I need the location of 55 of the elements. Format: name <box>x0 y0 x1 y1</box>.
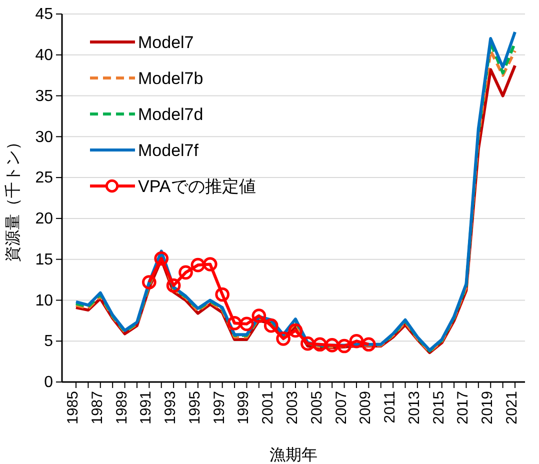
legend-label: Model7f <box>138 141 199 160</box>
x-tick-label: 1997 <box>210 391 228 424</box>
point <box>276 332 290 346</box>
y-tick-label: 40 <box>35 47 54 64</box>
y-tick-label: 45 <box>35 6 54 24</box>
point <box>252 308 266 323</box>
point <box>240 316 254 332</box>
x-tick-label: 1987 <box>88 391 106 424</box>
y-tick-label: 20 <box>35 210 54 228</box>
x-tick-label: 1993 <box>162 391 180 424</box>
point <box>324 338 340 352</box>
x-tick-label: 2019 <box>479 391 496 424</box>
x-tick-label: 2021 <box>504 391 520 424</box>
point <box>288 323 303 338</box>
x-tick-label: 1999 <box>235 391 252 424</box>
point <box>300 336 315 351</box>
x-tick-label: 2013 <box>406 391 423 424</box>
legend-label: Model7d <box>138 105 204 124</box>
x-tick-label: 2009 <box>357 391 374 424</box>
point <box>166 278 181 293</box>
point <box>178 265 193 280</box>
x-tick-label: 2017 <box>454 391 472 424</box>
point <box>312 337 328 352</box>
point <box>154 251 169 266</box>
point <box>190 258 206 272</box>
point <box>227 316 242 330</box>
point <box>362 337 376 352</box>
point <box>202 257 218 272</box>
x-axis-title: 漁期年 <box>270 446 318 464</box>
point <box>264 318 278 333</box>
x-tick-label: 1991 <box>138 391 155 424</box>
x-tick-label: 2003 <box>284 391 301 424</box>
y-tick-label: 15 <box>35 251 54 268</box>
y-tick-label: 35 <box>35 88 54 105</box>
point <box>142 275 156 290</box>
x-tick-label: 1985 <box>64 391 82 424</box>
y-tick-label: 10 <box>35 292 54 310</box>
y-tick-label: 30 <box>35 128 54 146</box>
y-tick-label: 5 <box>44 333 54 350</box>
x-tick-label: 1995 <box>186 391 204 424</box>
point <box>349 334 364 348</box>
y-tick-label: 25 <box>35 170 54 187</box>
legend-label: Model7b <box>138 69 204 88</box>
legend-label: Model7 <box>138 33 194 52</box>
x-tick-label: 2011 <box>382 391 399 424</box>
y-tick-label: 0 <box>44 374 54 392</box>
x-tick-label: 1989 <box>113 391 130 424</box>
x-tick-label: 2005 <box>308 391 326 424</box>
x-tick-label: 2015 <box>430 391 448 424</box>
x-tick-label: 2001 <box>260 391 277 424</box>
point <box>215 287 230 302</box>
y-axis-title: 資源量（千トン） <box>4 134 22 262</box>
legend-label: VPAでの推定値 <box>138 177 256 196</box>
point <box>337 338 352 354</box>
x-tick-label: 2007 <box>332 391 350 424</box>
